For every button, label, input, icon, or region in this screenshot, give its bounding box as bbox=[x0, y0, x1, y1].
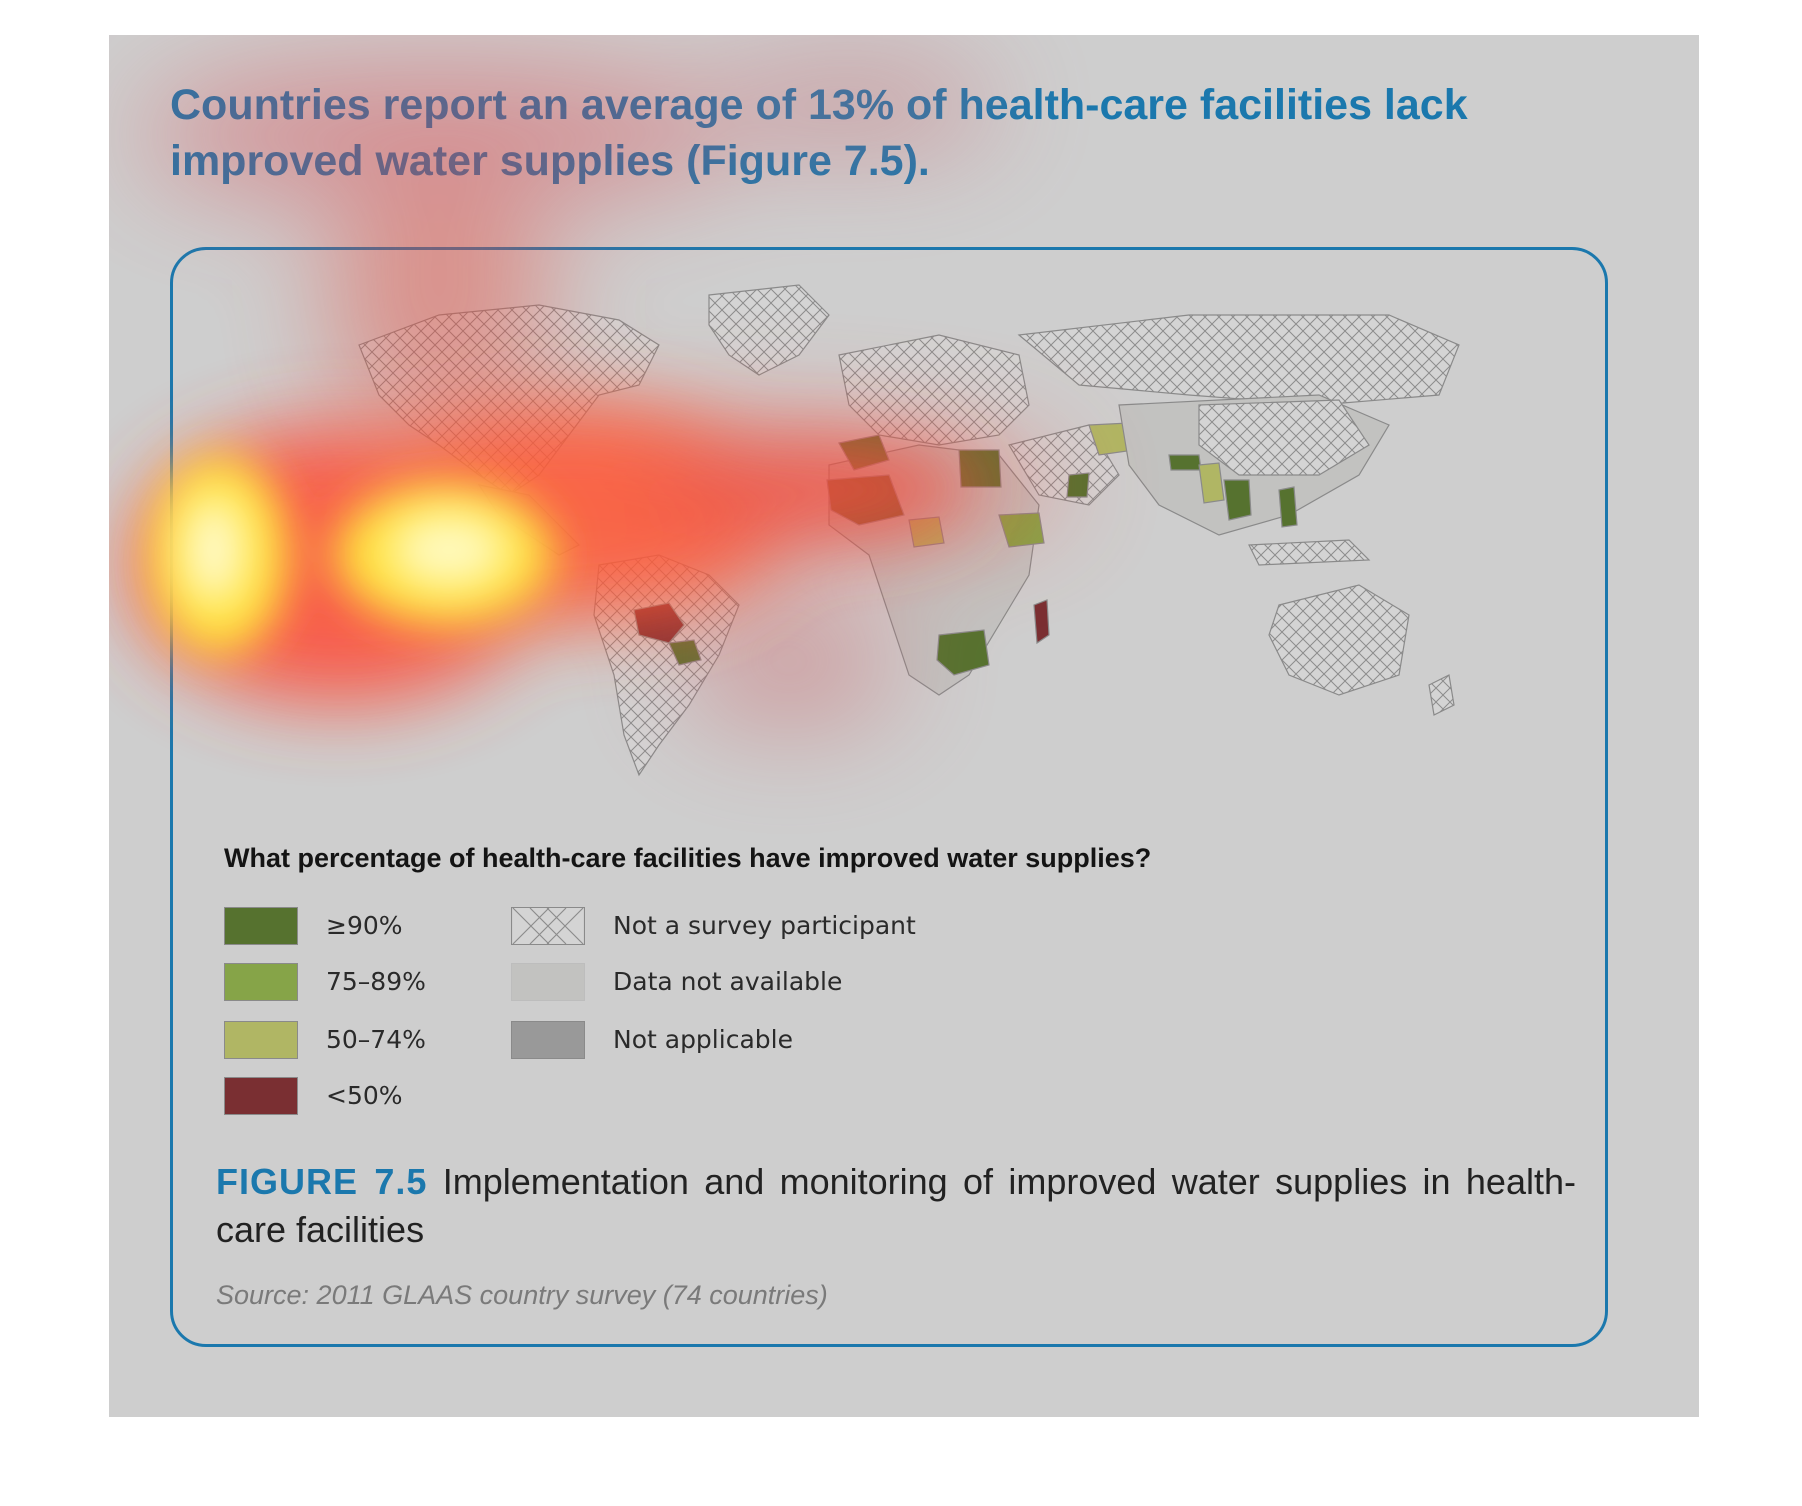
legend-label: Not applicable bbox=[613, 1025, 793, 1054]
figure-source: Source: 2011 GLAAS country survey (74 co… bbox=[216, 1280, 828, 1310]
legend-item-75-89: 75–89% bbox=[224, 963, 524, 1003]
oman bbox=[1066, 472, 1090, 498]
legend-item-not-applicable: Not applicable bbox=[511, 1021, 1011, 1061]
legend-swatch-75-89 bbox=[224, 963, 298, 1001]
greenland bbox=[708, 284, 830, 376]
legend-swatch-data-not-available bbox=[511, 963, 585, 1001]
legend-swatch-not-participant bbox=[511, 907, 585, 945]
legend-title: What percentage of health-care facilitie… bbox=[224, 843, 1152, 873]
legend-label: ≥90% bbox=[326, 911, 403, 940]
madagascar bbox=[1033, 599, 1050, 645]
legend-item-data-not-available: Data not available bbox=[511, 963, 1011, 1003]
legend-label: 50–74% bbox=[326, 1025, 426, 1054]
legend-swatch-below-50 bbox=[224, 1077, 298, 1115]
nigeria bbox=[908, 516, 945, 548]
content-panel: Countries report an average of 13% of he… bbox=[109, 35, 1699, 1417]
south-africa bbox=[936, 629, 990, 676]
legend-label: 75–89% bbox=[326, 967, 426, 996]
legend-swatch-not-applicable bbox=[511, 1021, 585, 1059]
legend-label: Data not available bbox=[613, 967, 843, 996]
legend-label: <50% bbox=[326, 1081, 403, 1110]
egypt bbox=[958, 449, 1002, 488]
europe bbox=[838, 334, 1030, 446]
central-america bbox=[477, 484, 581, 556]
laos-vietnam bbox=[1223, 479, 1252, 521]
legend-swatch-50-74 bbox=[224, 1021, 298, 1059]
legend-item-50-74: 50–74% bbox=[224, 1021, 524, 1061]
legend-label: Not a survey participant bbox=[613, 911, 916, 940]
new-zealand bbox=[1428, 674, 1455, 716]
legend-item-90-plus: ≥90% bbox=[224, 907, 524, 947]
myanmar bbox=[1198, 462, 1225, 504]
china bbox=[1198, 399, 1370, 476]
world-map bbox=[358, 284, 1460, 777]
legend-item-below-50: <50% bbox=[224, 1077, 524, 1117]
legend-swatch-90-plus bbox=[224, 907, 298, 945]
figure-frame bbox=[170, 247, 1608, 1347]
figure-caption: FIGURE 7.5 Implementation and monitoring… bbox=[216, 1158, 1576, 1254]
russia bbox=[1017, 314, 1460, 406]
indonesia bbox=[1248, 539, 1371, 566]
figure-caption-text: Implementation and monitoring of improve… bbox=[216, 1161, 1576, 1250]
north-america bbox=[358, 304, 660, 496]
nepal-area bbox=[1168, 454, 1202, 471]
australia bbox=[1268, 584, 1410, 696]
philippines bbox=[1278, 486, 1298, 528]
legend-item-not-participant: Not a survey participant bbox=[511, 907, 1011, 947]
south-america bbox=[593, 554, 740, 777]
figure-label: FIGURE 7.5 bbox=[216, 1161, 428, 1202]
page-headline: Countries report an average of 13% of he… bbox=[170, 81, 1468, 185]
